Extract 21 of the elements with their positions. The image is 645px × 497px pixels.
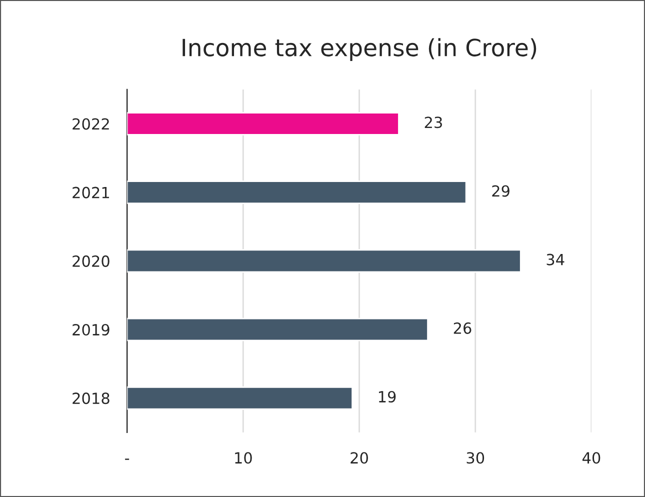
x-tick-label: 10 <box>235 452 252 464</box>
bar <box>127 249 522 273</box>
y-tick-label: 2022 <box>72 118 109 130</box>
y-tick-label: 2018 <box>72 392 110 404</box>
data-label: 19 <box>378 390 396 403</box>
bar <box>127 318 428 342</box>
data-label: 29 <box>492 185 510 197</box>
data-label: 23 <box>424 116 442 128</box>
y-tick-label: 2019 <box>72 324 110 336</box>
x-tick-label: 20 <box>350 452 368 464</box>
bar <box>127 112 400 136</box>
x-tick-label: 30 <box>466 452 484 464</box>
y-tick-label: 2021 <box>72 186 109 198</box>
bar <box>127 180 467 204</box>
bar <box>127 386 353 410</box>
data-label: 26 <box>454 322 472 334</box>
x-tick-label: - <box>125 458 130 460</box>
x-tick-label: 40 <box>582 452 600 464</box>
y-tick-label: 2020 <box>72 255 110 267</box>
chart-title: Income tax expense (in Crore) <box>182 38 536 62</box>
data-label: 34 <box>546 254 564 266</box>
